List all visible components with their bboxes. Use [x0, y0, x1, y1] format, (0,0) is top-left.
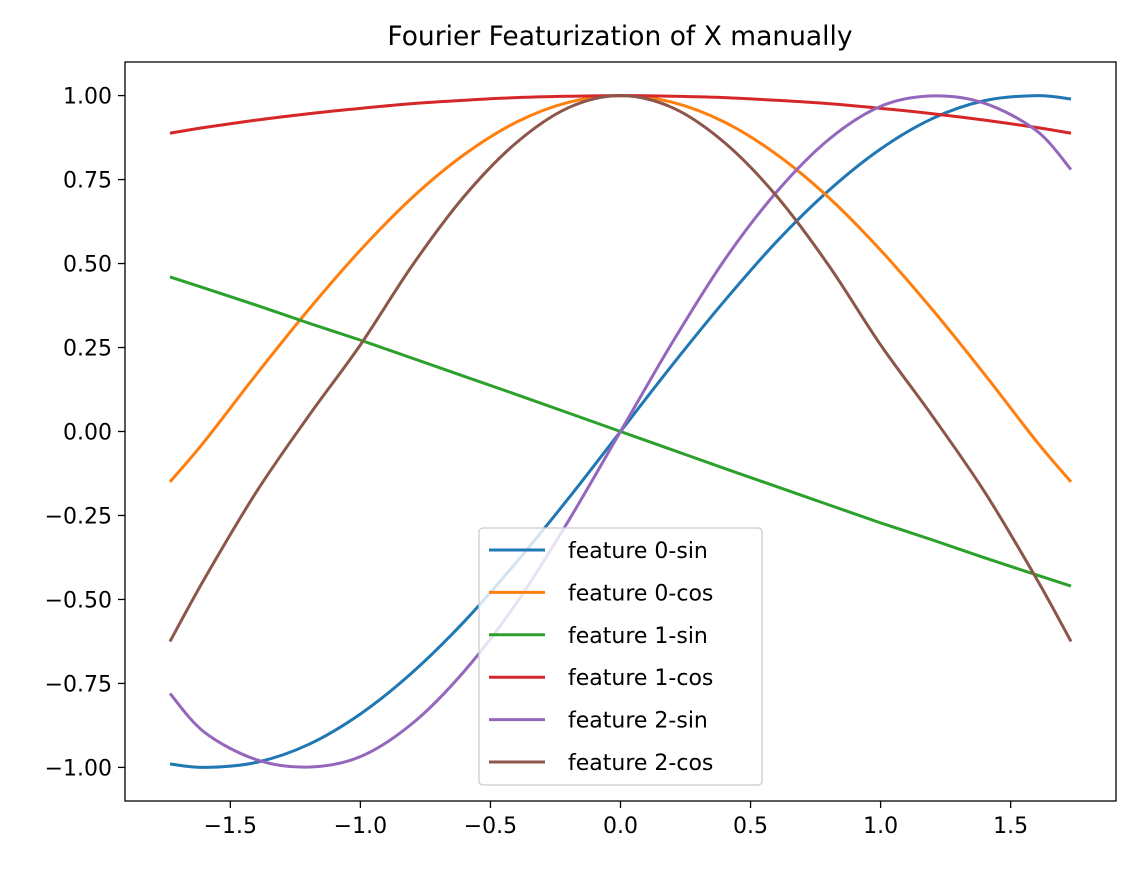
- y-tick-label: −0.50: [45, 588, 112, 613]
- x-tick-label: −1.5: [204, 814, 257, 839]
- legend-label: feature 0-sin: [568, 539, 708, 564]
- legend-box: [478, 527, 763, 786]
- x-tick-label: 0.5: [733, 814, 768, 839]
- x-tick-label: 1.5: [993, 814, 1028, 839]
- legend: feature 0-sin feature 0-cos feature 1-sin f…: [478, 527, 763, 786]
- y-tick-label: −1.00: [45, 756, 112, 781]
- x-tick-label: −1.0: [334, 814, 387, 839]
- y-tick-label: 1.00: [63, 85, 112, 110]
- x-axis: −1.5 −1.0 −0.5 0.0 0.5 1.0 1.5: [204, 801, 1028, 839]
- y-axis: 1.00 0.75 0.50 0.25 0.00 −0.25 −0.50 −0.75 −1.00: [45, 85, 125, 781]
- legend-label: feature 2-sin: [568, 709, 708, 734]
- x-tick-label: 1.0: [863, 814, 898, 839]
- series-line-4: [168, 94, 1073, 769]
- y-tick-label: 0.25: [63, 337, 112, 362]
- legend-label: feature 1-sin: [568, 624, 708, 649]
- x-tick-label: −0.5: [464, 814, 517, 839]
- y-tick-label: 0.75: [63, 169, 112, 194]
- y-tick-label: 0.50: [63, 253, 112, 278]
- y-tick-label: −0.25: [45, 504, 112, 529]
- chart-title: Fourier Featurization of X manually: [387, 21, 852, 52]
- y-tick-label: 0.00: [63, 421, 112, 446]
- series-line-5: [168, 94, 1073, 643]
- legend-label: feature 0-cos: [568, 581, 713, 606]
- y-tick-label: −0.75: [45, 672, 112, 697]
- legend-label: feature 2-cos: [568, 751, 713, 776]
- series-lines: [168, 94, 1073, 769]
- legend-label: feature 1-cos: [568, 666, 713, 691]
- x-tick-label: 0.0: [603, 814, 638, 839]
